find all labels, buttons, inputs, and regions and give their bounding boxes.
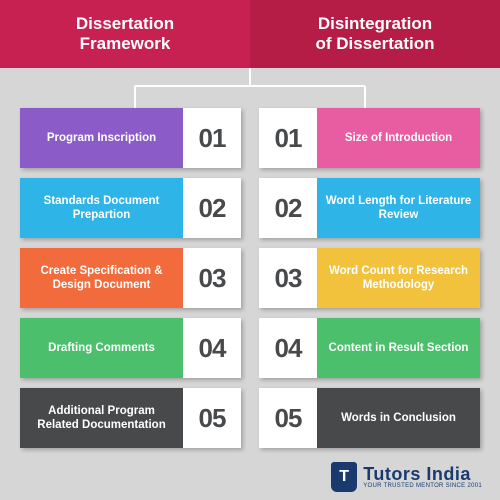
left-item-3-label: Create Specification & Design Document [20,248,183,308]
logo-sub-text: YOUR TRUSTED MENTOR SINCE 2001 [363,483,482,489]
columns-wrap: Program Inscription01Standards Document … [0,108,500,448]
right-item-5: Words in Conclusion05 [259,388,480,448]
left-item-4-label: Drafting Comments [20,318,183,378]
left-item-1-label: Program Inscription [20,108,183,168]
left-item-2-number: 02 [183,178,241,238]
connector-lines [0,68,500,108]
logo-main-text: Tutors India [363,465,482,483]
right-item-2: Word Length for Literature Review02 [259,178,480,238]
right-item-1-label: Size of Introduction [317,108,480,168]
left-item-2-label: Standards Document Prepartion [20,178,183,238]
left-item-3-number: 03 [183,248,241,308]
left-item-5: Additional Program Related Documentation… [20,388,241,448]
right-item-2-label: Word Length for Literature Review [317,178,480,238]
right-item-3: Word Count for Research Methodology03 [259,248,480,308]
left-item-2: Standards Document Prepartion02 [20,178,241,238]
header-left-line1: Dissertation [4,14,246,34]
right-item-4: Content in Result Section04 [259,318,480,378]
header-right-line2: of Dissertation [254,34,496,54]
right-item-5-label: Words in Conclusion [317,388,480,448]
right-item-4-label: Content in Result Section [317,318,480,378]
brand-logo: T Tutors India YOUR TRUSTED MENTOR SINCE… [331,462,482,492]
right-item-3-number: 03 [259,248,317,308]
left-item-1: Program Inscription01 [20,108,241,168]
logo-badge-icon: T [331,462,357,492]
right-item-4-number: 04 [259,318,317,378]
left-item-5-label: Additional Program Related Documentation [20,388,183,448]
right-item-5-number: 05 [259,388,317,448]
right-item-1: Size of Introduction01 [259,108,480,168]
left-item-1-number: 01 [183,108,241,168]
left-item-3: Create Specification & Design Document03 [20,248,241,308]
right-column: Size of Introduction01Word Length for Li… [259,108,480,448]
header-right: Disintegration of Dissertation [250,0,500,68]
logo-text-wrap: Tutors India YOUR TRUSTED MENTOR SINCE 2… [363,465,482,489]
header-right-line1: Disintegration [254,14,496,34]
right-item-1-number: 01 [259,108,317,168]
right-item-2-number: 02 [259,178,317,238]
header-left: Dissertation Framework [0,0,250,68]
left-column: Program Inscription01Standards Document … [20,108,241,448]
header-bar: Dissertation Framework Disintegration of… [0,0,500,68]
left-item-5-number: 05 [183,388,241,448]
left-item-4-number: 04 [183,318,241,378]
left-item-4: Drafting Comments04 [20,318,241,378]
right-item-3-label: Word Count for Research Methodology [317,248,480,308]
header-left-line2: Framework [4,34,246,54]
